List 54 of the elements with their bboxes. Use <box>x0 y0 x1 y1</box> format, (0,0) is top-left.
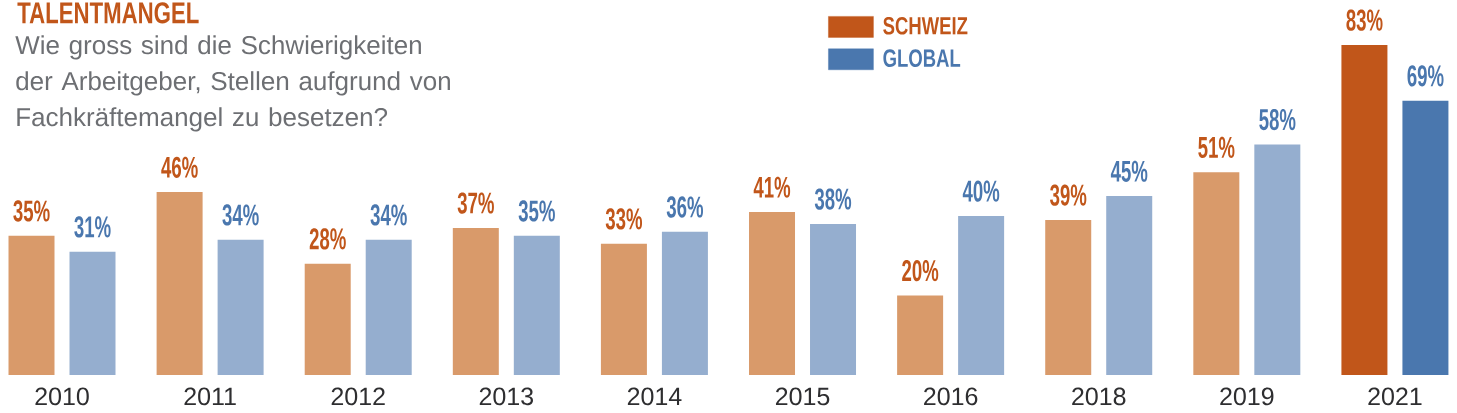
bar <box>1045 219 1092 375</box>
text: Wie gross sind die Schwierigkeiten der Arbeitgeber, Stellen aufgrund von Fachkräftemangel zu besetzen? <box>15 35 450 132</box>
bar <box>156 192 203 375</box>
x-tick-label: 2012 <box>331 387 385 406</box>
bar <box>749 211 796 375</box>
bar <box>365 239 412 375</box>
bar <box>8 235 55 375</box>
data-label: 46% <box>161 156 198 178</box>
bar <box>1193 172 1240 375</box>
data-label: 40% <box>962 180 1000 202</box>
data-label: 58% <box>1259 108 1296 131</box>
bar <box>1254 144 1301 375</box>
legend-label: GLOBAL <box>883 49 961 68</box>
data-label: 36% <box>666 196 704 218</box>
bar <box>304 263 351 375</box>
x-tick-label: 2021 <box>1368 387 1422 406</box>
data-label: 83% <box>1346 9 1383 31</box>
data-label: 51% <box>1198 136 1235 159</box>
x-tick-label: 2019 <box>1220 387 1274 406</box>
x-tick-label: 2010 <box>35 387 89 406</box>
x-tick-label: 2018 <box>1072 387 1126 406</box>
x-tick-label: 2011 <box>184 387 236 406</box>
data-label: 41% <box>753 176 791 198</box>
data-label: 35% <box>518 200 555 222</box>
bar <box>452 227 499 375</box>
bar <box>810 223 857 375</box>
legend-label: SCHWEIZ <box>883 16 968 35</box>
data-label: 31% <box>74 216 111 238</box>
data-label: 37% <box>457 192 494 214</box>
data-label: 69% <box>1407 65 1444 87</box>
bar <box>1106 196 1153 375</box>
bar <box>1402 100 1449 375</box>
bar <box>897 295 944 375</box>
data-label: 45% <box>1110 160 1148 182</box>
bar <box>958 215 1005 375</box>
bar <box>513 235 560 375</box>
x-tick-label: 2013 <box>479 387 533 406</box>
bar <box>69 251 116 375</box>
x-tick-label: 2015 <box>775 387 830 406</box>
x-tick-label: 2016 <box>924 387 978 406</box>
bar <box>600 243 647 375</box>
bar <box>1341 44 1388 375</box>
x-tick-label: 2014 <box>627 387 682 406</box>
data-label: 39% <box>1050 184 1087 206</box>
data-label: 28% <box>309 228 346 250</box>
bar <box>661 231 708 375</box>
data-label: 34% <box>222 204 259 226</box>
data-label: 35% <box>13 200 50 222</box>
data-label: 34% <box>370 204 407 226</box>
data-label: 33% <box>605 208 643 230</box>
data-label: 38% <box>814 188 852 210</box>
bar <box>217 239 264 375</box>
chart-title: TALENTMANGEL <box>17 2 199 24</box>
data-label: 20% <box>902 260 939 282</box>
